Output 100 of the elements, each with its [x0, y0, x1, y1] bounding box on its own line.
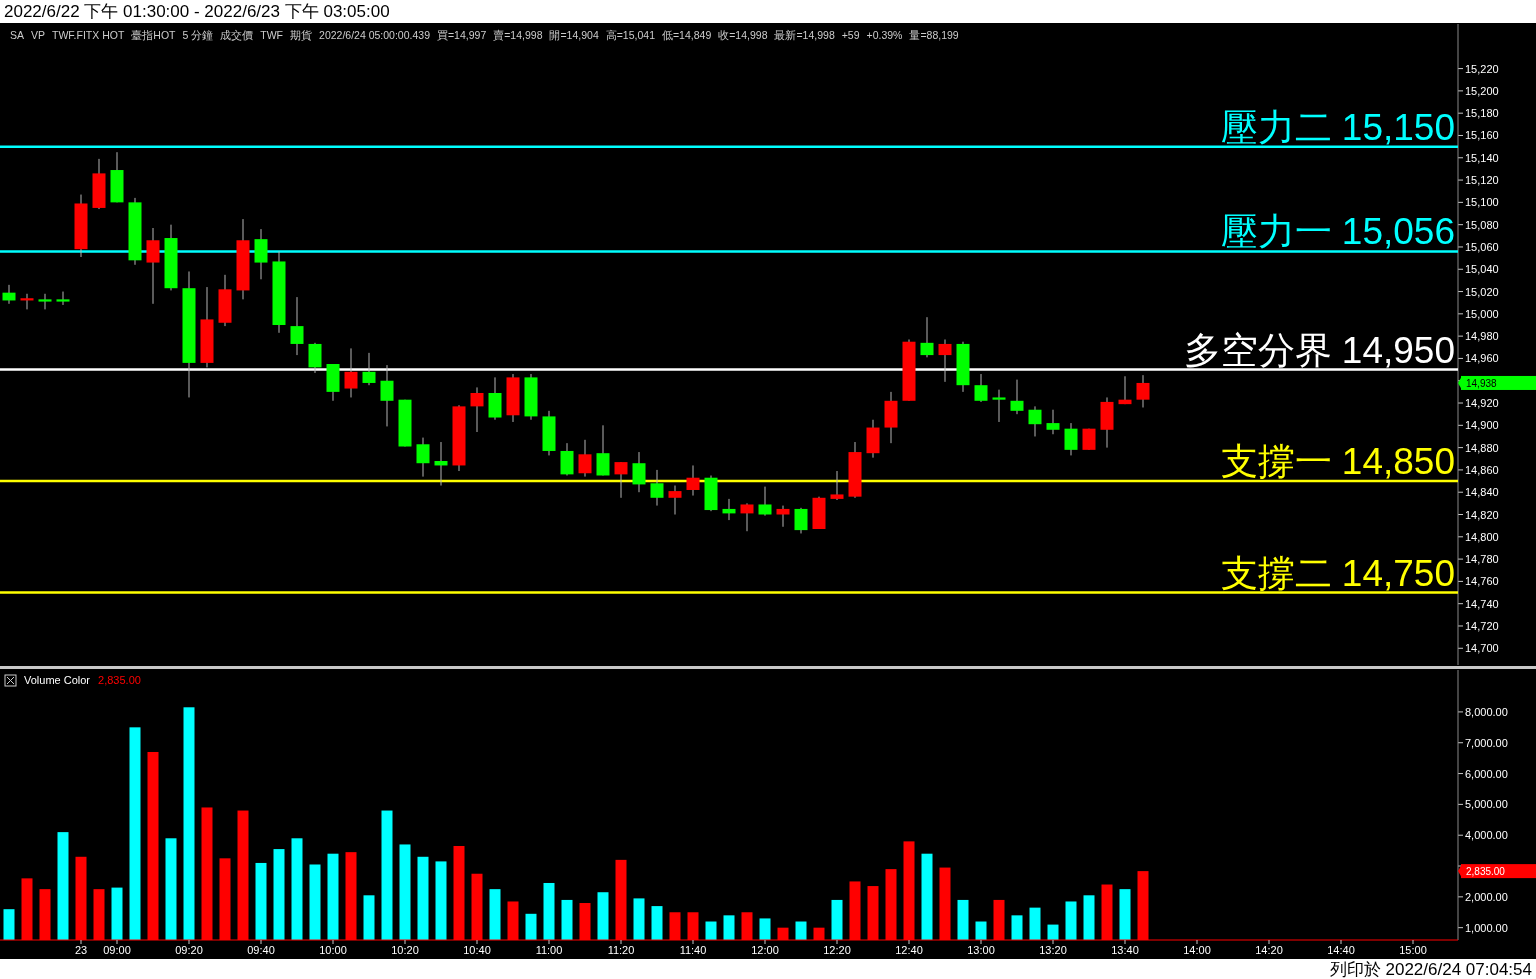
annotation: TWF.FITX HOT: [52, 29, 125, 41]
candlestick: [1046, 409, 1060, 435]
annotation: TWF: [260, 29, 284, 41]
candlestick: [290, 296, 304, 356]
y-tick-label: 14,720: [1465, 619, 1499, 632]
x-tick-label: 10:20: [391, 944, 419, 956]
y-tick-label: 14,760: [1465, 575, 1499, 588]
y-tick-label: 14,780: [1465, 553, 1499, 566]
y-tick-label: 15,220: [1465, 62, 1499, 75]
annotation: 量=88,199: [909, 29, 959, 41]
y-tick-label: 6,000.00: [1465, 767, 1508, 780]
y-tick-label: 14,820: [1465, 508, 1499, 521]
x-tick-label: 13:40: [1111, 944, 1139, 956]
annotation: 買=14,997: [436, 29, 487, 41]
candlestick: [830, 470, 844, 501]
annotation: 5 分鐘: [182, 29, 214, 41]
y-tick-label: 15,000: [1465, 307, 1499, 320]
y-tick-label: 14,900: [1465, 419, 1499, 432]
candlestick: [650, 469, 664, 507]
x-tick-label: 11:20: [607, 944, 635, 956]
x-tick-label: 13:00: [967, 944, 995, 956]
candlestick: [20, 293, 34, 310]
y-tick-label: 15,140: [1465, 151, 1499, 164]
x-tick-label: 10:40: [463, 944, 491, 956]
ref-line-label: 支撐二 14,750: [1220, 552, 1455, 594]
chart-title: Volume Color: [24, 674, 91, 686]
annotation: 低=14,849: [661, 29, 712, 41]
candlestick: [596, 424, 610, 476]
x-tick-label: 09:00: [103, 944, 131, 956]
y-tick-label: 1,000.00: [1465, 921, 1508, 934]
x-tick-label: 11:40: [679, 944, 707, 956]
candlestick: [254, 228, 268, 280]
chart-title: 2022/6/22 下午 01:30:00 - 2022/6/23 下午 03:05:00: [4, 2, 390, 21]
x-tick-label: 15:00: [1399, 944, 1427, 956]
candlestick: [434, 441, 448, 487]
candlestick: [1118, 375, 1132, 405]
annotation: 2022/6/24 05:00:00.439: [319, 29, 431, 41]
y-tick-label: 15,020: [1465, 285, 1499, 298]
y-tick-label: 8,000.00: [1465, 705, 1508, 718]
candlestick: [308, 342, 322, 374]
y-tick-label: 15,080: [1465, 218, 1499, 231]
candlestick: [416, 437, 430, 478]
y-tick-label: 15,200: [1465, 84, 1499, 97]
candlestick: [344, 347, 358, 398]
candlestick: [362, 352, 376, 386]
ref-line-label: 多空分界 14,950: [1183, 329, 1455, 371]
x-tick-label: 14:40: [1327, 944, 1355, 956]
y-tick-label: 15,040: [1465, 263, 1499, 276]
y-tick-label: 14,920: [1465, 397, 1499, 410]
candlestick: [1028, 405, 1042, 437]
x-tick-label: 13:20: [1039, 944, 1067, 956]
candlestick: [1010, 379, 1024, 415]
ref-line-label: 支撐一 14,850: [1220, 441, 1455, 483]
annotation: SA: [10, 29, 25, 41]
y-tick-label: 14,700: [1465, 642, 1499, 655]
annotation: 期貨: [290, 29, 313, 41]
y-tick-label: 14,880: [1465, 441, 1499, 454]
annotation: +59: [841, 29, 860, 41]
y-tick-label: 15,100: [1465, 196, 1499, 209]
candlestick: [722, 498, 736, 521]
y-tick-label: 4,000.00: [1465, 829, 1508, 842]
annotation: VP: [31, 29, 46, 41]
x-tick-label: 12:20: [823, 944, 851, 956]
annotation: 開=14,904: [549, 29, 599, 41]
text: 2,835.00: [1466, 866, 1506, 878]
y-tick-label: 14,980: [1465, 330, 1499, 343]
text: 14,938: [1466, 377, 1498, 389]
y-tick-label: 15,160: [1465, 129, 1499, 142]
candlestick: [794, 507, 808, 534]
chart-subtitle: 2,835.00: [98, 674, 141, 686]
y-tick-label: 15,060: [1465, 240, 1499, 253]
x-tick-label: 10:00: [319, 944, 347, 956]
candlestick: [686, 464, 700, 497]
y-tick-label: 15,120: [1465, 174, 1499, 187]
y-tick-label: 14,740: [1465, 597, 1499, 610]
x-tick-label: 09:40: [247, 944, 275, 956]
annotation: 高=15,041: [605, 29, 656, 41]
y-tick-label: 7,000.00: [1465, 736, 1508, 749]
x-tick-label: 12:00: [751, 944, 779, 956]
candlestick: [560, 442, 574, 476]
x-tick-label: 23: [74, 944, 88, 956]
candlestick: [938, 338, 952, 383]
candlestick: [614, 461, 628, 499]
candlestick: [1064, 422, 1078, 456]
y-tick-label: 14,800: [1465, 530, 1499, 543]
annotation: 收=14,998: [718, 29, 768, 41]
candlestick: [2, 284, 16, 305]
candlestick: [470, 386, 484, 433]
candlestick: [920, 316, 934, 358]
candlestick: [578, 439, 592, 478]
y-tick-label: 14,860: [1465, 463, 1499, 476]
y-tick-label: 14,840: [1465, 486, 1499, 499]
x-tick-label: 14:20: [1255, 944, 1283, 956]
ref-line-label: 壓力一 15,056: [1220, 211, 1455, 253]
ref-line-label: 壓力二 15,150: [1220, 106, 1455, 148]
candlestick: [1136, 374, 1150, 408]
candlestick: [38, 293, 52, 310]
y-tick-label: 5,000.00: [1465, 798, 1508, 811]
annotation: 賣=14,998: [493, 29, 543, 41]
annotation: 臺指HOT: [131, 29, 177, 41]
